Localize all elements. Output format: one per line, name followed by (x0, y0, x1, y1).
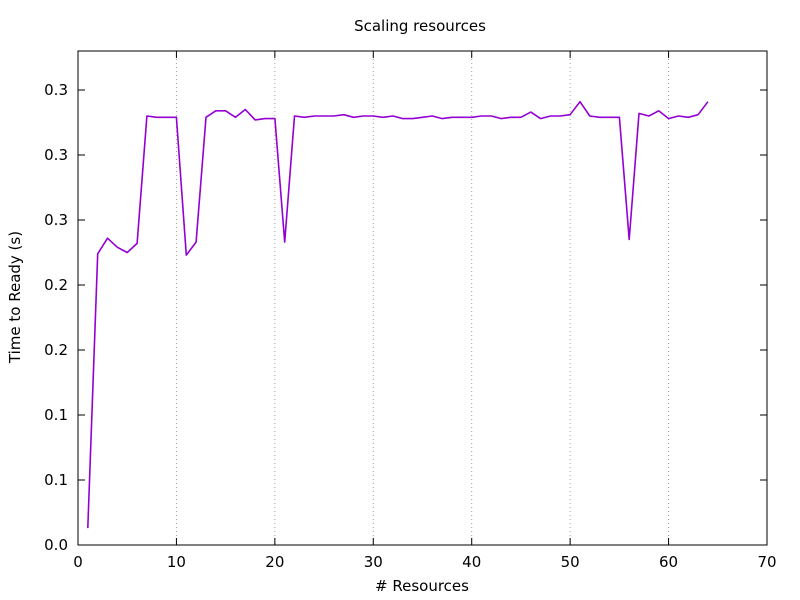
chart-title: Scaling resources (354, 17, 486, 35)
x-tick-label: 10 (167, 553, 186, 571)
x-tick-label: 20 (265, 553, 284, 571)
x-tick-label: 0 (73, 553, 83, 571)
x-tick-label: 30 (364, 553, 383, 571)
y-tick-label: 0.1 (44, 471, 68, 489)
x-axis-title: # Resources (375, 577, 469, 595)
x-tick-label: 70 (757, 553, 776, 571)
plot-frame (77, 50, 768, 546)
grid-lines (175, 51, 670, 545)
y-tick-label: 0.3 (44, 211, 68, 229)
y-tick-label: 0.3 (44, 146, 68, 164)
x-tick-label: 50 (561, 553, 580, 571)
y-tick-label: 0.2 (44, 276, 68, 294)
y-axis-title: Time to Ready (s) (6, 231, 24, 364)
x-tick-label: 40 (462, 553, 481, 571)
series-line (87, 100, 709, 529)
y-tick-label: 0.0 (44, 536, 68, 554)
x-tick-label: 60 (659, 553, 678, 571)
axis-ticks: 0 10 20 30 40 50 60 70 0.0 0.1 0.1 0.2 0.2 0.3 0.3 0.3 (44, 51, 777, 571)
series-layer (87, 100, 709, 529)
y-tick-label: 0.1 (44, 406, 68, 424)
y-tick-label: 0.3 (44, 81, 68, 99)
y-tick-label: 0.2 (44, 341, 68, 359)
